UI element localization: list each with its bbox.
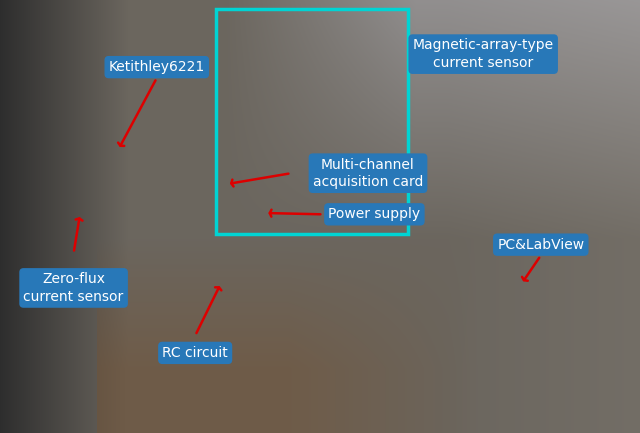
Text: Power supply: Power supply — [328, 207, 420, 221]
Text: Ketithley6221: Ketithley6221 — [109, 60, 205, 74]
Bar — [216, 9, 408, 234]
Text: PC&LabView: PC&LabView — [497, 238, 584, 252]
Text: Magnetic-array-type
current sensor: Magnetic-array-type current sensor — [413, 39, 554, 70]
Text: RC circuit: RC circuit — [163, 346, 228, 360]
Text: Zero-flux
current sensor: Zero-flux current sensor — [24, 272, 124, 304]
Text: Multi-channel
acquisition card: Multi-channel acquisition card — [313, 158, 423, 189]
